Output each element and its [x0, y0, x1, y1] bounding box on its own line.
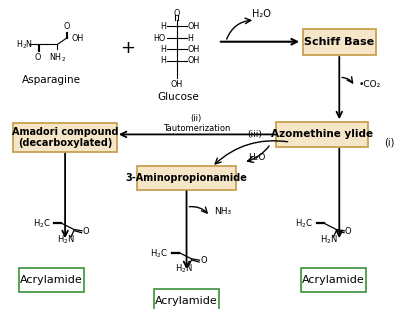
FancyBboxPatch shape: [154, 289, 219, 309]
Text: (iii): (iii): [248, 130, 262, 139]
Text: H₂O: H₂O: [248, 153, 266, 162]
Text: $\mathregular{H_2N}$: $\mathregular{H_2N}$: [175, 263, 193, 275]
Text: HO: HO: [154, 33, 166, 43]
Text: H: H: [160, 22, 166, 31]
Text: O: O: [82, 227, 89, 236]
FancyBboxPatch shape: [301, 268, 366, 292]
Text: (ii)
Tautomerization: (ii) Tautomerization: [163, 114, 230, 133]
Text: O: O: [345, 227, 352, 236]
Text: Acrylamide: Acrylamide: [20, 275, 83, 285]
Text: Acrylamide: Acrylamide: [155, 296, 218, 306]
FancyBboxPatch shape: [303, 29, 376, 55]
Text: $\mathregular{H_2N}$: $\mathregular{H_2N}$: [320, 233, 338, 246]
Text: O: O: [200, 256, 207, 265]
Text: $\mathregular{H_2C}$: $\mathregular{H_2C}$: [295, 218, 313, 230]
Text: OH: OH: [188, 45, 200, 54]
Text: $\mathregular{H_2N}$: $\mathregular{H_2N}$: [57, 233, 75, 246]
Text: •CO₂: •CO₂: [359, 80, 381, 90]
Text: O: O: [64, 22, 70, 31]
Text: Glucose: Glucose: [158, 92, 200, 102]
Text: OH: OH: [188, 22, 200, 31]
Text: O: O: [35, 53, 41, 62]
FancyBboxPatch shape: [136, 166, 236, 190]
Text: Acrylamide: Acrylamide: [302, 275, 365, 285]
Text: Schiff Base: Schiff Base: [304, 37, 374, 47]
Text: H₂O: H₂O: [252, 9, 270, 19]
Text: O: O: [174, 9, 180, 19]
Text: +: +: [120, 39, 135, 57]
Text: H: H: [188, 33, 194, 43]
Text: Azomethine ylide: Azomethine ylide: [270, 129, 373, 139]
Text: Amadori compound
(decarboxylated): Amadori compound (decarboxylated): [12, 127, 118, 148]
Text: OH: OH: [188, 56, 200, 66]
Text: $\mathregular{H_2C}$: $\mathregular{H_2C}$: [150, 247, 168, 260]
Text: (i): (i): [384, 137, 394, 147]
Text: OH: OH: [72, 34, 84, 43]
Text: H: H: [160, 45, 166, 54]
FancyBboxPatch shape: [13, 123, 117, 152]
FancyBboxPatch shape: [19, 268, 84, 292]
Text: OH: OH: [171, 80, 183, 89]
Text: $\mathregular{H_2N}$: $\mathregular{H_2N}$: [16, 39, 33, 51]
Text: H: H: [160, 56, 166, 66]
Text: $\mathregular{NH_2}$: $\mathregular{NH_2}$: [49, 52, 66, 64]
Text: NH₃: NH₃: [214, 207, 231, 216]
Text: 3-Aminopropionamide: 3-Aminopropionamide: [126, 173, 248, 183]
Text: Asparagine: Asparagine: [22, 75, 81, 85]
FancyBboxPatch shape: [276, 122, 368, 147]
Text: $\mathregular{H_2C}$: $\mathregular{H_2C}$: [33, 218, 50, 230]
